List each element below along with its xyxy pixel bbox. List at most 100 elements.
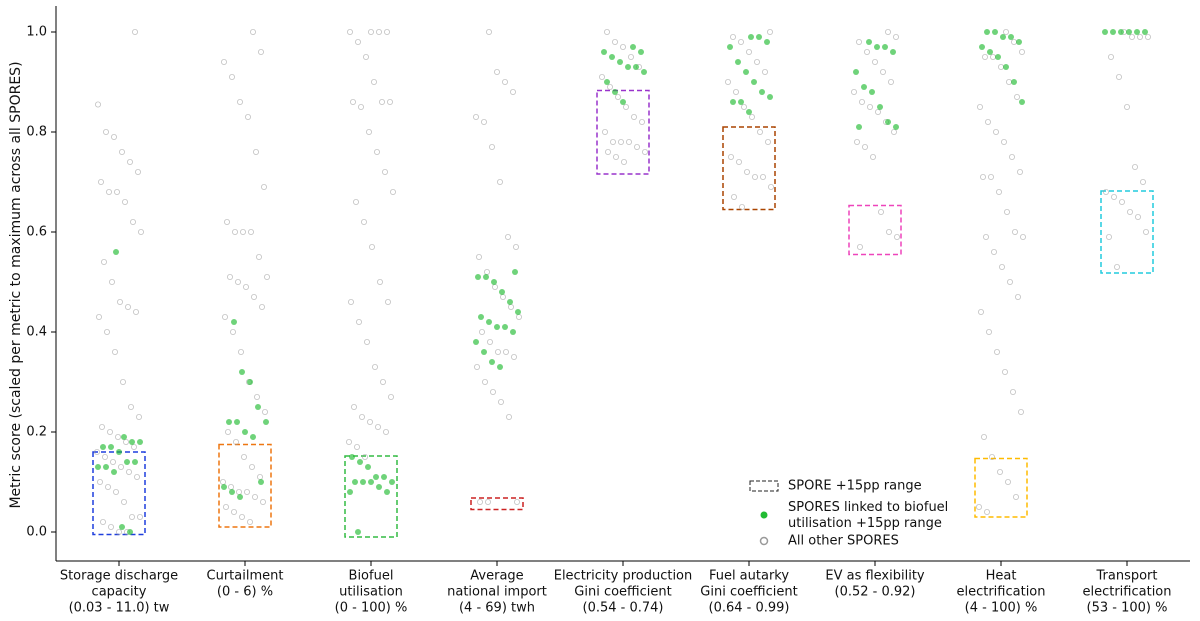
point (111, 133, 118, 140)
point (355, 529, 361, 535)
point (128, 514, 135, 521)
point (853, 69, 859, 75)
point (978, 308, 985, 315)
point (119, 148, 126, 155)
point (1119, 198, 1126, 205)
x-tick-label: (0.54 - 0.74) (583, 601, 664, 616)
x-tick-label: (4 - 69) twh (459, 601, 535, 616)
point (515, 309, 521, 315)
point (1134, 29, 1140, 35)
x-tick-label: Transport (1095, 569, 1157, 584)
point (733, 89, 740, 96)
point (1017, 168, 1024, 175)
point (1137, 34, 1144, 41)
point (977, 104, 984, 111)
point (349, 454, 355, 460)
point (237, 494, 243, 500)
point (101, 258, 108, 265)
point (756, 34, 762, 40)
point (220, 59, 227, 66)
point (242, 283, 249, 290)
point (749, 114, 756, 121)
point (119, 524, 125, 530)
point (502, 348, 509, 355)
point (483, 274, 489, 280)
point (373, 148, 380, 155)
legend-label-line: SPORES linked to biofuel (788, 500, 948, 515)
x-tick-label: Biofuel (349, 569, 394, 584)
point (108, 444, 114, 450)
point (489, 388, 496, 395)
point (95, 101, 102, 108)
point (105, 483, 112, 490)
point (639, 119, 646, 126)
point (497, 398, 504, 405)
point (746, 109, 752, 115)
point (512, 269, 518, 275)
x-tick-label: (0.64 - 0.99) (709, 601, 790, 616)
x-tick-label: electrification (956, 585, 1045, 600)
x-tick-label: (53 - 100) % (1087, 601, 1168, 616)
point (1019, 99, 1025, 105)
point (1103, 188, 1110, 195)
point (137, 228, 144, 235)
point (998, 64, 1005, 71)
point (877, 104, 883, 110)
point (247, 228, 254, 235)
point (869, 89, 875, 95)
point (1016, 39, 1022, 45)
point (885, 28, 892, 35)
point (353, 443, 360, 450)
point (386, 99, 393, 106)
point (366, 418, 373, 425)
point (347, 298, 354, 305)
point (389, 188, 396, 195)
point (979, 44, 985, 50)
point (263, 419, 269, 425)
point (999, 263, 1006, 270)
point (874, 44, 880, 50)
point (1135, 213, 1142, 220)
point (367, 28, 374, 35)
legend-box-icon (749, 480, 779, 492)
point (599, 74, 606, 81)
point (513, 243, 520, 250)
point (259, 498, 266, 505)
point (1003, 28, 1010, 35)
x-tick-label: Average (470, 569, 523, 584)
point (118, 463, 125, 470)
point (347, 489, 353, 495)
legend-marker (760, 511, 768, 519)
point (984, 508, 991, 515)
point (620, 99, 626, 105)
point (602, 128, 609, 135)
y-tick-label: 0.4 (26, 325, 47, 340)
point (1009, 153, 1016, 160)
y-axis-label: Metric score (scaled per metric to maxim… (8, 61, 24, 508)
x-tick-label: (0.03 - 11.0) tw (69, 601, 170, 616)
point (368, 243, 375, 250)
point (127, 529, 133, 535)
point (607, 84, 614, 91)
point (875, 109, 882, 116)
x-tick-label: (0 - 6) % (217, 585, 273, 600)
point (615, 94, 622, 101)
point (126, 468, 133, 475)
point (129, 439, 135, 445)
x-tick-label: Storage discharge (60, 569, 178, 584)
point (1102, 29, 1108, 35)
point (760, 173, 767, 180)
point (239, 369, 245, 375)
point (247, 379, 253, 385)
point (604, 28, 611, 35)
x-tick-label: EV as flexibility (825, 569, 925, 584)
point (752, 173, 759, 180)
range-box (470, 497, 524, 511)
x-tick-label: Fuel autarky (709, 569, 789, 584)
point (252, 148, 259, 155)
point (491, 279, 497, 285)
point (996, 188, 1003, 195)
legend-label: SPORE +15pp range (788, 479, 922, 494)
x-tick-label: electrification (1082, 585, 1171, 600)
point (132, 459, 138, 465)
